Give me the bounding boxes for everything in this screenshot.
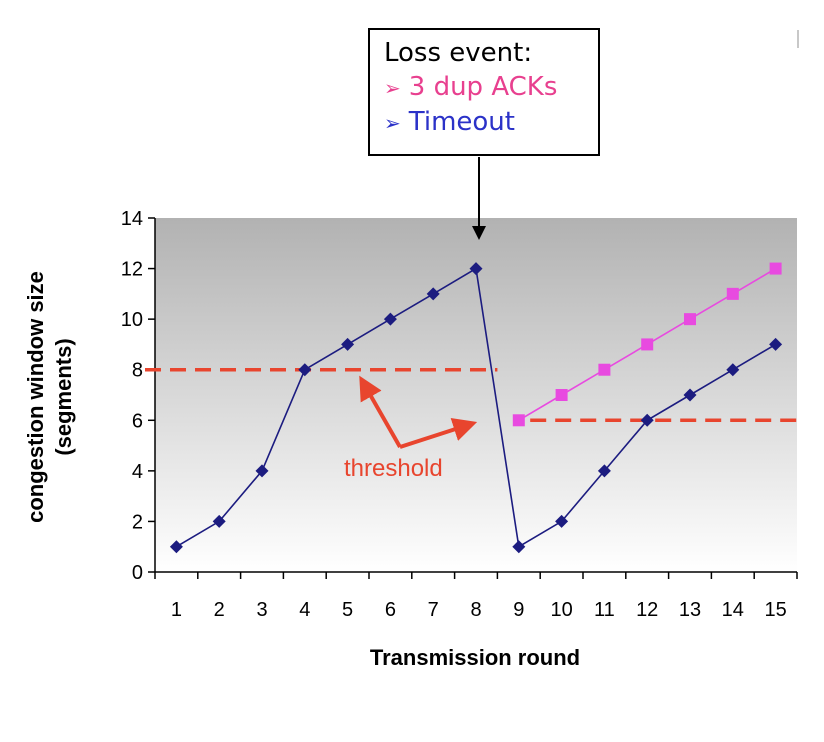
- data-point-square: [512, 414, 525, 427]
- data-point-diamond: [169, 540, 183, 554]
- y-tick-label: 0: [132, 562, 143, 584]
- data-point-diamond: [255, 464, 269, 478]
- data-point-diamond: [640, 413, 654, 427]
- threshold-label: threshold: [344, 455, 443, 482]
- y-axis-label: congestion window size (segments): [22, 271, 78, 523]
- data-point-diamond: [383, 312, 397, 326]
- y-tick-label: 4: [132, 461, 143, 483]
- x-tick-label: 13: [679, 599, 701, 621]
- data-point-diamond: [769, 337, 783, 351]
- x-tick-label: 7: [428, 599, 439, 621]
- data-point-diamond: [726, 363, 740, 377]
- arrowhead-bullet-icon: ➢: [384, 76, 401, 100]
- edge-mark: [797, 30, 799, 48]
- x-tick-label: 11: [594, 599, 615, 621]
- y-axis-label-line-2: (segments): [51, 338, 76, 456]
- data-point-square: [555, 389, 568, 401]
- y-tick-label: 10: [121, 309, 143, 331]
- x-tick-label: 4: [299, 599, 310, 621]
- x-tick-label: 15: [764, 599, 786, 621]
- x-axis-label: Transmission round: [369, 645, 581, 670]
- data-point-square: [726, 287, 739, 300]
- data-point-diamond: [555, 514, 569, 528]
- loss-event-box: Loss event: ➢ 3 dup ACKs ➢ Timeout: [368, 28, 600, 156]
- data-point-diamond: [298, 363, 312, 377]
- x-tick-label: 8: [470, 599, 481, 621]
- data-point-diamond: [426, 287, 440, 301]
- y-tick-label: 8: [132, 360, 143, 382]
- y-tick-label: 12: [121, 259, 143, 281]
- x-tick-label: 12: [636, 599, 658, 621]
- data-point-square: [769, 262, 782, 275]
- annotations: [359, 30, 799, 449]
- loss-event-item-timeout: ➢ Timeout: [384, 105, 598, 140]
- y-tick-label: 6: [132, 410, 143, 432]
- arrowhead-bullet-icon: ➢: [384, 111, 401, 135]
- x-tick-label: 10: [550, 599, 572, 621]
- series-group: [169, 262, 783, 554]
- threshold-arrow-right: [399, 418, 478, 449]
- x-tick-label: 1: [171, 599, 182, 621]
- data-point-diamond: [341, 337, 355, 351]
- data-point-diamond: [683, 388, 697, 402]
- x-tick-label: 2: [214, 599, 225, 621]
- data-point-diamond: [512, 540, 526, 554]
- data-point-square: [684, 313, 696, 326]
- loss-event-item-label: 3 dup ACKs: [408, 72, 558, 102]
- x-tick-label: 14: [722, 599, 744, 621]
- threshold-arrow-left: [359, 375, 402, 448]
- loss-event-item-dup-acks: ➢ 3 dup ACKs: [384, 70, 598, 105]
- loss-event-item-label: Timeout: [408, 107, 515, 137]
- y-tick-label: 2: [132, 511, 143, 533]
- data-point-square: [641, 338, 654, 351]
- x-tick-label: 6: [385, 599, 396, 621]
- data-point-diamond: [212, 514, 226, 528]
- x-tick-label: 5: [342, 599, 353, 621]
- y-axis-label-line-1: congestion window size: [23, 271, 48, 523]
- y-tick-label: 14: [121, 208, 143, 230]
- data-point-square: [598, 363, 611, 376]
- data-point-diamond: [469, 262, 483, 276]
- loss-event-title: Loss event:: [384, 38, 533, 68]
- data-point-diamond: [597, 464, 611, 478]
- x-tick-label: 3: [256, 599, 267, 621]
- x-tick-label: 9: [513, 599, 524, 621]
- threshold-lines: [145, 367, 797, 423]
